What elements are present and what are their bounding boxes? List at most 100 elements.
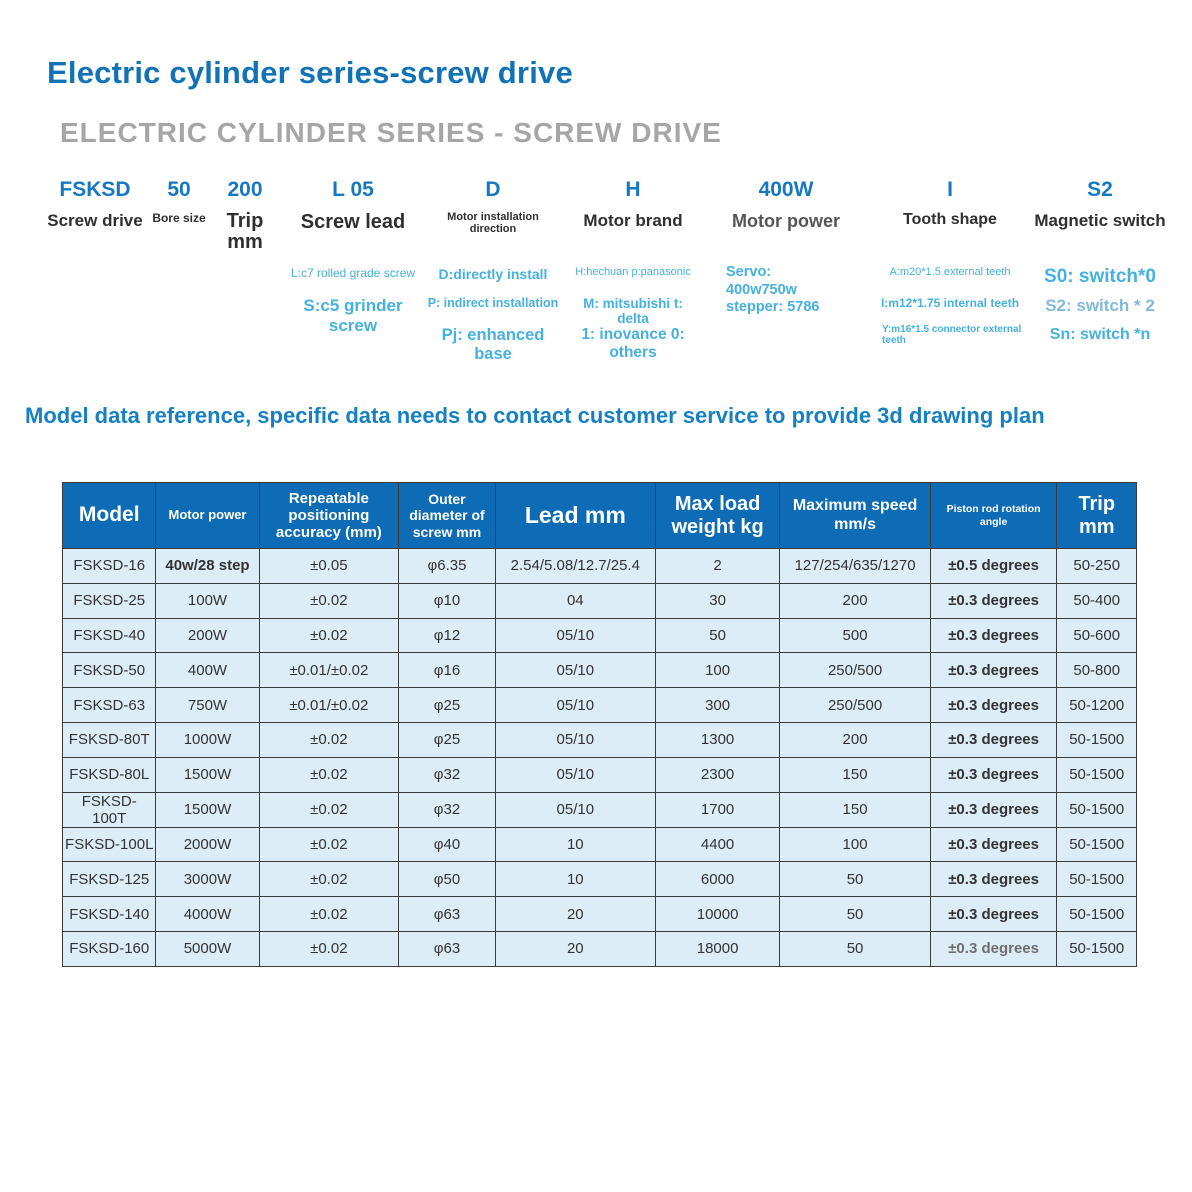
header-motor-power: Motor power (155, 482, 260, 549)
table-cell: φ32 (398, 791, 496, 828)
code-segment-screw-lead: L 05 Screw lead L:c7 rolled grade screw … (283, 178, 423, 378)
table-cell: 500 (779, 617, 931, 654)
table-cell: 1500W (155, 791, 260, 828)
header-outer-diameter: Outer diameter of screw mm (398, 482, 496, 549)
table-cell: 50-1500 (1056, 756, 1137, 793)
table-cell: ±0.05 (258, 548, 400, 584)
table-cell: 50-1500 (1056, 721, 1137, 758)
code-segment-motor-power: 400W Motor power Servo: 400w750w stepper… (710, 178, 862, 378)
reference-note: Model data reference, specific data need… (25, 403, 1045, 428)
table-cell: φ10 (398, 582, 496, 619)
code-label: Magnetic switch (1034, 211, 1166, 230)
table-cell: 50-400 (1056, 582, 1137, 619)
code-label: Trip mm (226, 210, 264, 253)
table-cell: ±0.02 (258, 756, 400, 793)
code-note: Sn: switch *n (1049, 326, 1151, 343)
table-cell: 200 (779, 582, 931, 619)
table-cell: φ50 (398, 861, 496, 898)
table-row: FSKSD-100T 1500W ±0.02 φ32 05/10 1700 150 ±0.3 … (61, 791, 1137, 828)
table-cell: 4400 (654, 826, 781, 863)
code-note: 1: inovance 0: others (581, 326, 685, 361)
table-cell: ±0.3 degrees (929, 687, 1058, 723)
table-cell: ±0.01/±0.02 (258, 687, 400, 723)
table-row: FSKSD-25 100W ±0.02 φ10 04 30 200 ±0.3 degrees 5… (61, 582, 1137, 619)
code-label: Motor brand (583, 211, 683, 230)
code-value: I (947, 178, 953, 201)
table-cell: 300 (654, 687, 781, 723)
code-label: Screw drive (47, 211, 143, 230)
code-note: H:hechuan p:panasonic (575, 266, 691, 278)
table-cell: ±0.02 (258, 721, 400, 758)
table-cell: FSKSD-25 (61, 582, 157, 619)
code-value: D (485, 178, 501, 201)
table-cell: 50-600 (1056, 617, 1137, 654)
table-cell: ±0.5 degrees (929, 548, 1058, 584)
table-cell: 18000 (654, 930, 781, 967)
table-row: FSKSD-50 400W ±0.01/±0.02 φ16 05/10 100 250/50… (61, 652, 1137, 689)
table-cell: 100 (779, 826, 931, 863)
table-row: FSKSD-63 750W ±0.01/±0.02 φ25 05/10 300 250/50… (61, 687, 1137, 723)
code-note: I:m12*1.75 internal teeth (880, 296, 1020, 310)
table-cell: FSKSD-80T (61, 721, 157, 758)
code-note: Pj: enhanced base (441, 326, 545, 363)
code-note: S0: switch*0 (1044, 266, 1156, 287)
table-cell: FSKSD-50 (61, 652, 157, 689)
table-cell: 50-1500 (1056, 930, 1137, 967)
table-cell: 4000W (155, 896, 260, 932)
table-cell: 2300 (654, 756, 781, 793)
code-segment-bore-size: 50 Bore size (148, 178, 210, 378)
table-cell: FSKSD-160 (61, 930, 157, 967)
code-note: P: indirect installation (427, 296, 559, 310)
table-cell: ±0.02 (258, 861, 400, 898)
code-note: D:directly install (438, 266, 548, 282)
table-cell: 6000 (654, 861, 781, 898)
table-cell: 250/500 (779, 652, 931, 689)
table-cell: φ63 (398, 896, 496, 932)
code-value: H (625, 178, 641, 201)
code-label: Motor power (732, 211, 840, 231)
table-cell: FSKSD-100L (61, 826, 157, 863)
table-row: FSKSD-80L 1500W ±0.02 φ32 05/10 2300 150 ±0.3 d… (61, 756, 1137, 793)
code-label: Motor installation direction (447, 211, 539, 235)
table-row: FSKSD-16 40w/28 step ±0.05 φ6.35 2.54/5.08/1… (61, 548, 1137, 584)
table-row: FSKSD-140 4000W ±0.02 φ63 20 10000 50 ±0.3 degr… (61, 896, 1137, 932)
table-row: FSKSD-100L 2000W ±0.02 φ40 10 4400 100 ±0.3 deg… (61, 826, 1137, 863)
table-cell: 50-1500 (1056, 861, 1137, 898)
table-cell: 1500W (155, 756, 260, 793)
table-cell: 10 (494, 826, 656, 863)
table-cell: 1000W (155, 721, 260, 758)
table-cell: 150 (779, 791, 931, 828)
table-cell: 50 (779, 930, 931, 967)
table-cell: φ6.35 (398, 548, 496, 584)
code-note: S:c5 grinder screw (303, 296, 403, 335)
code-segment-motor-brand: H Motor brand H:hechuan p:panasonic M: m… (566, 178, 700, 378)
table-cell: ±0.3 degrees (929, 721, 1058, 758)
table-cell: 3000W (155, 861, 260, 898)
page-subtitle: ELECTRIC CYLINDER SERIES - SCREW DRIVE (60, 117, 722, 148)
model-code-breakdown: FSKSD Screw drive 50 Bore size 200 Trip … (0, 178, 1192, 378)
table-cell: FSKSD-40 (61, 617, 157, 654)
header-lead: Lead mm (494, 482, 656, 549)
table-cell: φ63 (398, 930, 496, 967)
table-cell: 05/10 (494, 652, 656, 689)
table-cell: 05/10 (494, 721, 656, 758)
table-cell: ±0.3 degrees (929, 861, 1058, 898)
code-note: A:m20*1.5 external teeth (889, 266, 1011, 278)
table-cell: ±0.3 degrees (929, 582, 1058, 619)
table-cell: ±0.3 degrees (929, 930, 1058, 967)
table-cell: 750W (155, 687, 260, 723)
table-cell: φ25 (398, 721, 496, 758)
code-segment-magnetic-switch: S2 Magnetic switch S0: switch*0 S2: swit… (1026, 178, 1174, 378)
table-cell: 2 (654, 548, 781, 584)
header-trip: Trip mm (1056, 482, 1137, 549)
table-cell: ±0.02 (258, 582, 400, 619)
table-cell: 05/10 (494, 617, 656, 654)
table-cell: FSKSD-80L (61, 756, 157, 793)
code-segment-motor-installation: D Motor installation direction D:directl… (424, 178, 562, 378)
table-cell: 50-1500 (1056, 896, 1137, 932)
code-value: 400W (758, 178, 814, 201)
table-cell: ±0.02 (258, 791, 400, 828)
code-label: Screw lead (300, 211, 406, 233)
table-cell: FSKSD-100T (61, 791, 157, 828)
